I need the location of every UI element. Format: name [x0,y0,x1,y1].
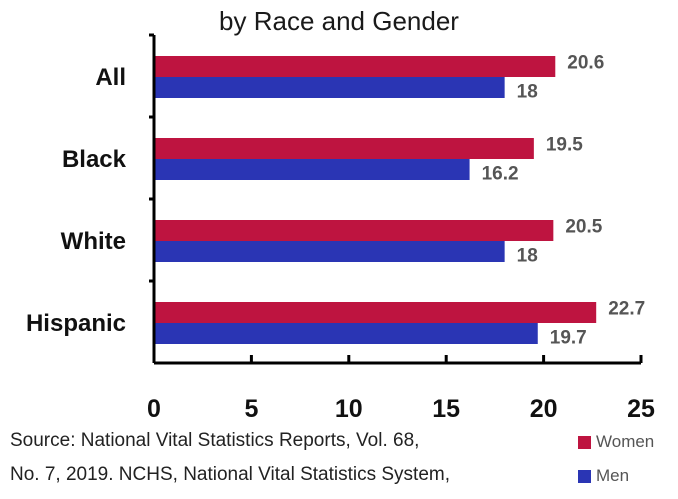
legend-swatch-men [578,469,591,483]
chart-title: by Race and Gender [219,6,459,36]
x-tick-label-5: 5 [244,395,258,423]
legend-item-men: Men [578,466,629,486]
data-label-white-men: 18 [517,246,538,267]
legend-label-women: Women [596,432,655,451]
x-tick-label-25: 25 [627,395,655,423]
category-label-hispanic: Hispanic [26,310,126,337]
category-label-all: All [95,64,126,91]
x-tick-label-20: 20 [530,395,558,423]
source-line-1: Source: National Vital Statistics Report… [10,430,420,451]
bar-white-men [154,241,505,262]
data-label-black-women: 19.5 [546,135,583,156]
bar-hispanic-men [154,323,538,344]
x-tick-label-15: 15 [432,395,460,423]
bar-white-women [154,220,554,241]
category-label-white: White [61,228,126,255]
data-label-all-women: 20.6 [567,53,604,74]
bar-all-women [154,56,556,77]
bar-black-women [154,138,534,159]
data-label-all-men: 18 [517,82,538,103]
bar-hispanic-women [154,302,597,323]
data-label-white-women: 20.5 [565,217,602,238]
source-line-2: No. 7, 2019. NCHS, National Vital Statis… [10,464,450,485]
category-label-black: Black [62,146,127,173]
legend-swatch-women [578,435,591,449]
x-tick-label-10: 10 [335,395,363,423]
data-label-hispanic-men: 19.7 [550,328,587,349]
data-label-hispanic-women: 22.7 [608,299,645,320]
bar-all-men [154,77,505,98]
x-tick-label-0: 0 [147,395,161,423]
bar-black-men [154,159,470,180]
legend-label-men: Men [596,466,630,485]
data-label-black-men: 16.2 [482,164,519,185]
legend-item-women: Women [578,432,654,452]
